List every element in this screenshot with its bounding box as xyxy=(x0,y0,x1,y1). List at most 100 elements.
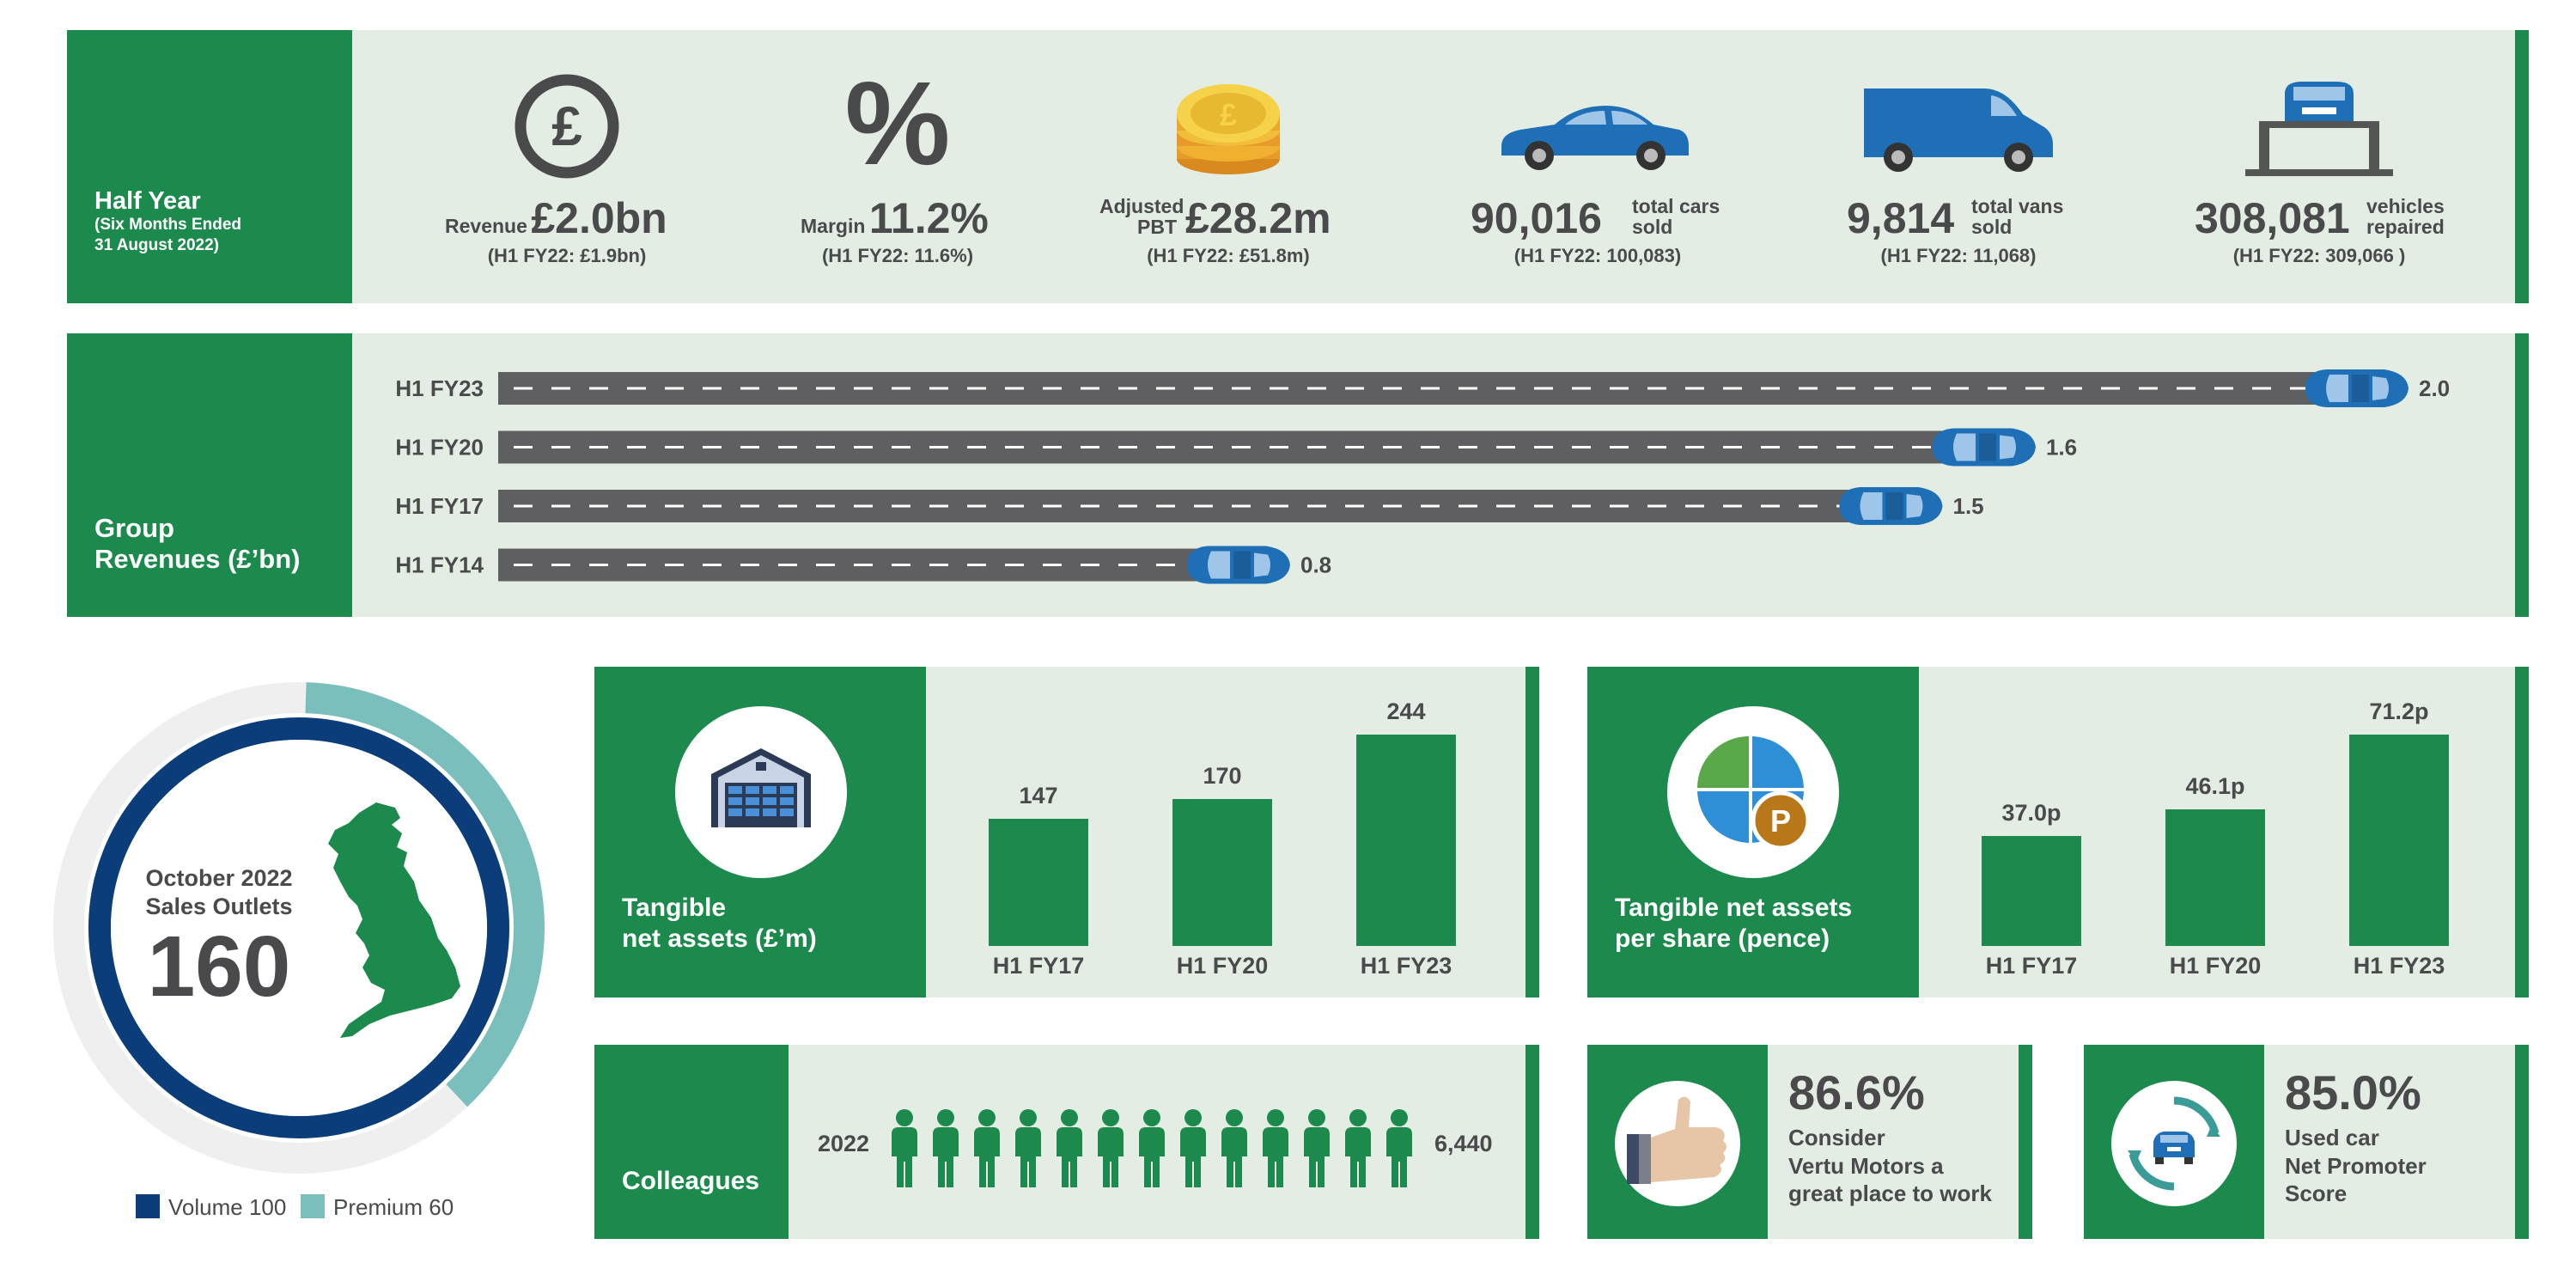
pie-icon-circle: P xyxy=(1667,706,1839,878)
repaired-suffix-1: vehicles xyxy=(2366,195,2445,217)
legend-volume: Volume 100 xyxy=(168,1194,287,1220)
stat-pbt: £ Adjusted PBT £28.2m (H1 FY22: £51.8m) xyxy=(1091,73,1366,271)
outlets-total: 160 xyxy=(147,918,291,1015)
vans-suffix-1: total vans xyxy=(1971,195,2064,217)
stat-cars: 90,016 total cars sold (H1 FY22: 100,083… xyxy=(1460,73,1735,271)
half-year-subtitle-2: 31 August 2022) xyxy=(94,236,220,254)
great-place-line2: Vertu Motors a xyxy=(1788,1152,1944,1179)
margin-value: 11.2% xyxy=(868,194,989,242)
colleagues-year: 2022 xyxy=(818,1131,870,1156)
pbt-prefix-1: Adjusted xyxy=(1099,195,1184,217)
bar-value-label: 37.0p xyxy=(2001,800,2061,827)
bar-category-label: H1 FY23 xyxy=(2353,953,2445,979)
cars-suffix-1: total cars xyxy=(1632,195,1720,217)
great-place-line3: great place to work xyxy=(1788,1181,1992,1206)
pbt-prefix-2: PBT xyxy=(1137,216,1177,239)
revenue-road-chart: H1 FY23 2.0 H1 FY20 1.6 H1 FY17 1.5 H1 FY14 0.8 xyxy=(395,369,2450,584)
great-place-line1: Consider xyxy=(1788,1125,1885,1150)
percent-icon: % xyxy=(844,58,951,190)
bar-category-label: H1 FY23 xyxy=(1360,953,1452,979)
bar-value-label: 46.1p xyxy=(2185,772,2245,799)
nps-line2: Net Promoter xyxy=(2285,1152,2427,1179)
nps-line1: Used car xyxy=(2285,1125,2379,1150)
road-row-value: 2.0 xyxy=(2419,375,2450,401)
person-icon xyxy=(1180,1109,1206,1187)
road-row-label: H1 FY14 xyxy=(395,552,484,578)
half-year-title: Half Year xyxy=(94,187,201,215)
road-row-label: H1 FY17 xyxy=(395,493,484,519)
stat-repaired: 308,081 vehicles repaired (H1 FY22: 309,… xyxy=(2182,73,2457,271)
pbt-value: £28.2m xyxy=(1185,194,1331,242)
person-icon xyxy=(933,1109,959,1187)
colleagues-count: 6,440 xyxy=(1434,1131,1493,1156)
person-icon xyxy=(1263,1109,1288,1187)
bar-category-label: H1 FY17 xyxy=(1985,953,2078,979)
repaired-value: 308,081 xyxy=(2195,194,2350,242)
great-place-value: 86.6% xyxy=(1788,1065,1925,1120)
half-year-subtitle-1: (Six Months Ended xyxy=(94,216,241,234)
per-share-title-1: Tangible net assets xyxy=(1615,894,1853,922)
colleagues-people-row xyxy=(890,1108,1422,1194)
cars-note: (H1 FY22: 100,083) xyxy=(1513,245,1682,266)
car-cycle-icon xyxy=(2128,1096,2220,1191)
donut-volume-ring xyxy=(88,717,509,1138)
per-share-bar-chart: 37.0p H1 FY17 46.1p H1 FY20 71.2p H1 FY23 xyxy=(1919,667,2515,998)
cars-value: 90,016 xyxy=(1471,194,1602,242)
person-icon xyxy=(1098,1109,1124,1187)
legend-premium-swatch xyxy=(301,1194,325,1218)
person-icon xyxy=(1139,1109,1165,1187)
group-revenues-title-2: Revenues (£’bn) xyxy=(94,544,301,574)
cars-suffix-2: sold xyxy=(1632,216,1673,239)
great-place-right-stripe xyxy=(2019,1045,2032,1239)
thumbs-up-icon xyxy=(1627,1096,1726,1184)
bar-h1-fy17 xyxy=(1982,836,2081,946)
warehouse-icon xyxy=(711,748,811,827)
nps-line3: Score xyxy=(2285,1181,2348,1206)
legend-volume-swatch xyxy=(136,1194,160,1218)
revenue-value: £2.0bn xyxy=(531,194,667,242)
person-icon xyxy=(1345,1109,1371,1187)
road-row-value: 0.8 xyxy=(1300,552,1331,578)
per-share-right-stripe xyxy=(2515,667,2529,998)
car-icon xyxy=(1501,106,1689,170)
person-icon xyxy=(892,1109,917,1187)
person-icon xyxy=(1304,1109,1330,1187)
warehouse-icon-circle xyxy=(675,706,847,878)
group-revenues-label-block xyxy=(67,333,352,617)
nps-value: 85.0% xyxy=(2285,1065,2421,1120)
road-row-label: H1 FY23 xyxy=(395,375,484,401)
road-row-value: 1.6 xyxy=(2046,435,2077,461)
half-year-panel xyxy=(67,30,2515,303)
van-icon xyxy=(1864,88,2053,172)
pbt-note: (H1 FY22: £51.8m) xyxy=(1147,245,1310,266)
bar-category-label: H1 FY20 xyxy=(1176,953,1269,979)
person-icon xyxy=(1057,1109,1082,1187)
revenue-note: (H1 FY22: £1.9bn) xyxy=(487,245,647,266)
car-lift-icon xyxy=(2245,82,2393,176)
bar-h1-fy17 xyxy=(989,818,1088,946)
vans-suffix-2: sold xyxy=(1971,216,2013,239)
person-icon xyxy=(1015,1109,1041,1187)
road-row-label: H1 FY20 xyxy=(395,435,484,461)
margin-prefix: Margin xyxy=(801,215,866,237)
colleagues-right-stripe xyxy=(1526,1045,1539,1239)
bar-value-label: 147 xyxy=(1019,782,1058,808)
per-share-title-2: per share (pence) xyxy=(1615,924,1830,953)
tangible-assets-bar-chart: 147 H1 FY17 170 H1 FY20 244 H1 FY23 xyxy=(926,667,1526,998)
revenue-car-icon xyxy=(1187,546,1290,584)
bar-value-label: 71.2p xyxy=(2369,699,2429,724)
bar-h1-fy20 xyxy=(1172,798,1272,946)
bar-h1-fy23 xyxy=(2349,735,2449,946)
stat-margin: % Margin 11.2% (H1 FY22: 11.6%) xyxy=(773,64,1022,271)
tangible-assets-right-stripe xyxy=(1526,667,1539,998)
bar-h1-fy20 xyxy=(2165,808,2265,946)
revenue-car-icon xyxy=(1839,487,1943,525)
group-revenues-right-stripe xyxy=(2515,333,2529,617)
person-icon xyxy=(1221,1109,1247,1187)
donut-premium-segment xyxy=(305,682,545,1107)
repaired-note: (H1 FY22: 309,066 ) xyxy=(2232,245,2406,266)
bar-category-label: H1 FY20 xyxy=(2169,953,2262,979)
thumbs-icon-circle xyxy=(1615,1081,1740,1206)
revenue-car-icon xyxy=(1933,428,2036,467)
half-year-right-stripe xyxy=(2515,30,2529,303)
